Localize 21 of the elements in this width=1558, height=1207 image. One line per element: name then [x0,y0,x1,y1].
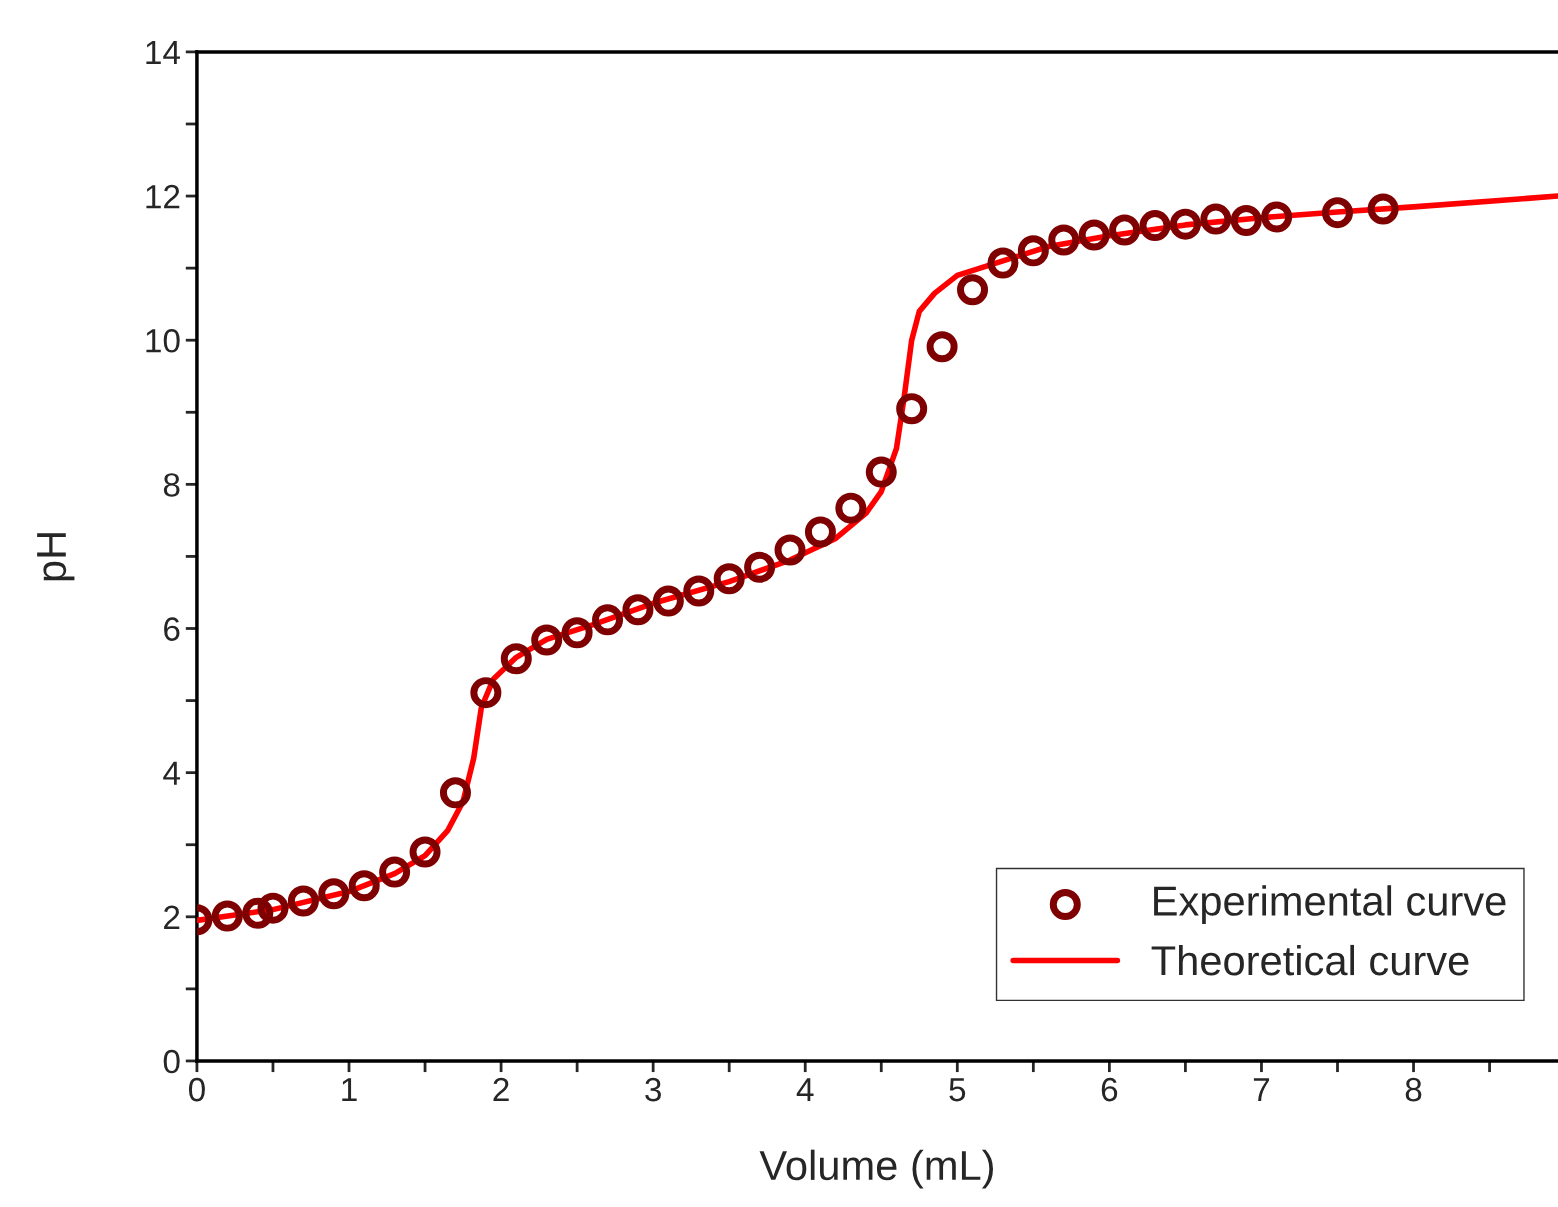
x-tick-label: 4 [796,1078,814,1102]
y-tick-label: 12 [146,184,180,209]
x-tick-label: 1 [342,1078,357,1102]
legend-label: Experimental curve [1154,885,1506,925]
y-tick-label: 14 [146,41,180,64]
y-tick-label: 0 [163,1049,180,1074]
y-tick-label: 8 [163,473,180,497]
y-tick-label: 10 [146,329,180,353]
x-tick-label: 3 [645,1077,661,1102]
x-axis-title: Volume (mL) [759,1149,993,1189]
x-tick-label: 8 [1405,1077,1422,1102]
x-tick-label: 6 [1101,1077,1118,1102]
x-tick-label: 0 [188,1077,205,1102]
y-axis-title: pH [37,533,75,581]
x-tick-label: 5 [949,1078,966,1102]
y-tick-label: 4 [163,761,180,785]
x-tick-label: 2 [493,1077,509,1102]
y-tick-label: 6 [164,617,180,641]
y-tick-label: 2 [164,905,180,929]
legend-label: Theoretical curve [1151,944,1469,976]
x-tick-label: 7 [1253,1078,1270,1102]
